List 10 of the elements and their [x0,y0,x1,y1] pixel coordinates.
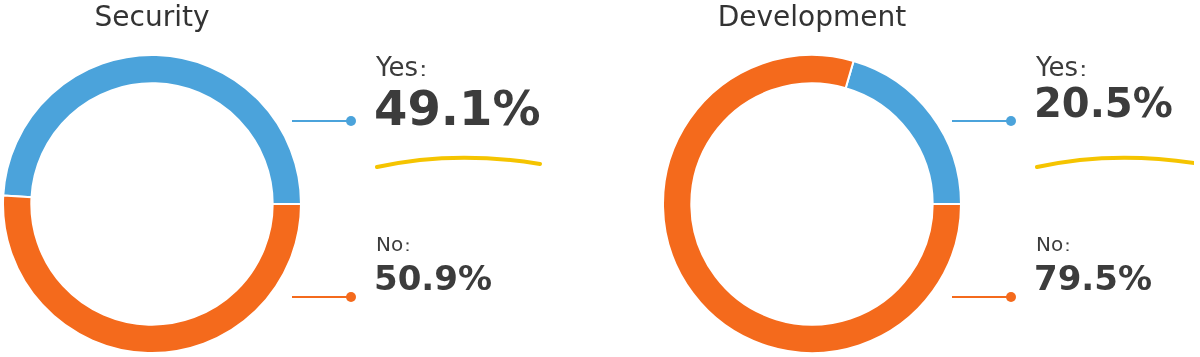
data-label: 50.9% [374,258,492,298]
slice-label: Yes [1036,52,1079,82]
data-label: 20.5% [1034,80,1173,126]
slice-label: No [1036,232,1065,256]
data-label: 49.1% [374,80,541,136]
slice-label: No [376,232,405,256]
data-label: 79.5% [1034,258,1152,298]
chart-title: Development [716,0,908,33]
slice-label: Yes [376,52,419,82]
chart-title: Security [93,0,211,33]
